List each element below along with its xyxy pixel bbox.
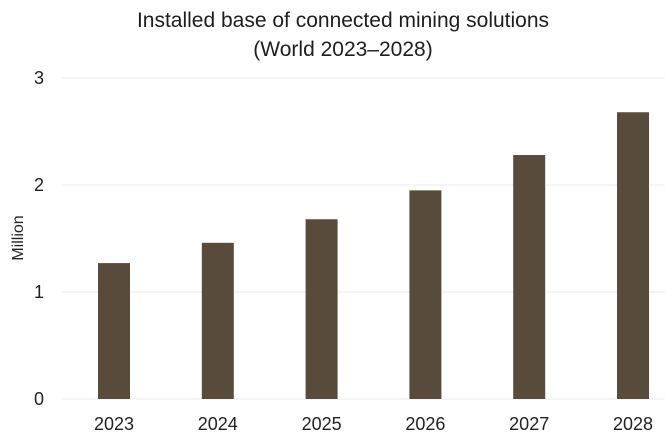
- y-tick-label: 3: [34, 68, 44, 88]
- bar-2024: [201, 242, 234, 399]
- x-tick-label: 2023: [94, 414, 134, 434]
- bar-2026: [409, 190, 442, 399]
- x-tick-label: 2025: [302, 414, 342, 434]
- y-axis-title: Million: [10, 215, 27, 260]
- chart-title-block: Installed base of connected mining solut…: [0, 6, 665, 64]
- gridlines: [62, 77, 665, 400]
- bar-2023: [98, 263, 130, 399]
- chart-title: Installed base of connected mining solut…: [136, 9, 550, 32]
- x-tick-label: 2028: [613, 414, 653, 434]
- x-tick-label: 2027: [509, 414, 549, 434]
- bar-2028: [617, 112, 649, 400]
- chart-subtitle: (World 2023–2028): [253, 38, 433, 61]
- x-tick-label: 2026: [405, 414, 445, 434]
- y-tick-label: 1: [34, 282, 44, 302]
- bars: [98, 112, 649, 400]
- bar-2027: [513, 155, 546, 399]
- bar-2025: [305, 219, 338, 399]
- y-tick-label: 0: [34, 389, 44, 409]
- x-tick-labels: 2023 2024 2025 2026 2027 2028: [94, 414, 653, 434]
- y-tick-labels: 0 1 2 3: [34, 68, 44, 409]
- x-tick-label: 2024: [198, 414, 238, 434]
- y-tick-label: 2: [34, 175, 44, 195]
